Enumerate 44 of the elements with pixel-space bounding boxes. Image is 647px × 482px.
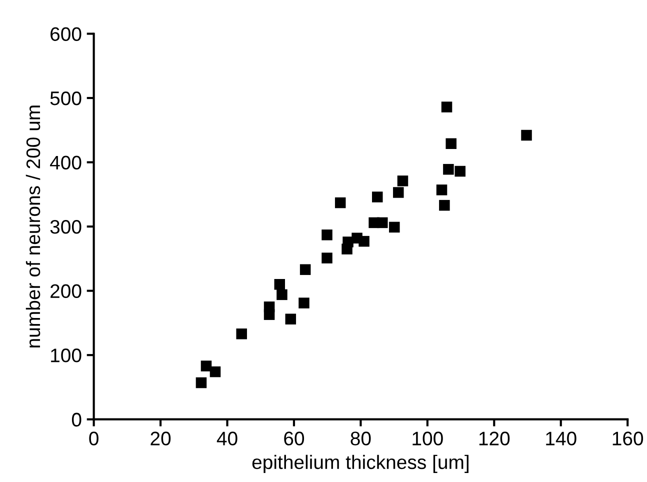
point [358, 236, 370, 247]
point [441, 102, 452, 112]
x-tick-label: 160 [612, 432, 644, 446]
y-tick-label: 600 [50, 27, 82, 41]
x-tick-label: 20 [150, 432, 171, 446]
x-tick-label: 100 [412, 432, 443, 446]
y-tick-label: 100 [51, 348, 82, 362]
x-tick-label: 120 [479, 432, 510, 446]
point [322, 230, 332, 240]
point [298, 298, 310, 308]
point [439, 200, 450, 211]
point [436, 184, 448, 196]
point [322, 252, 332, 264]
point [236, 328, 247, 340]
y-tick-label: 500 [50, 91, 82, 106]
x-tick-label: 40 [216, 432, 238, 446]
y-tick-label: 400 [50, 156, 82, 170]
y-tick-label: 200 [50, 284, 82, 298]
point [200, 360, 212, 372]
x-tick-label: 140 [546, 432, 576, 446]
x-axis-title: epithelium thickness [um] [252, 454, 468, 473]
x-tick-label: 0 [89, 432, 98, 446]
point [196, 377, 207, 388]
point [454, 166, 466, 177]
x-tick-label: 60 [284, 432, 304, 446]
x-tick-label: 80 [350, 432, 371, 446]
point [393, 187, 404, 198]
point [377, 217, 388, 228]
point [276, 289, 288, 300]
y-axis-title: number of neurons / 200 um [26, 106, 40, 348]
point [210, 366, 221, 378]
y-tick-label: 300 [50, 220, 82, 234]
point [443, 164, 454, 175]
point [521, 130, 532, 141]
point [274, 279, 286, 290]
point [397, 176, 408, 186]
point [446, 138, 456, 150]
point [300, 264, 311, 275]
y-tick-label: 0 [72, 412, 82, 427]
point [285, 314, 296, 324]
point [334, 197, 346, 208]
point [264, 309, 275, 320]
point [389, 222, 400, 233]
point [372, 192, 383, 202]
